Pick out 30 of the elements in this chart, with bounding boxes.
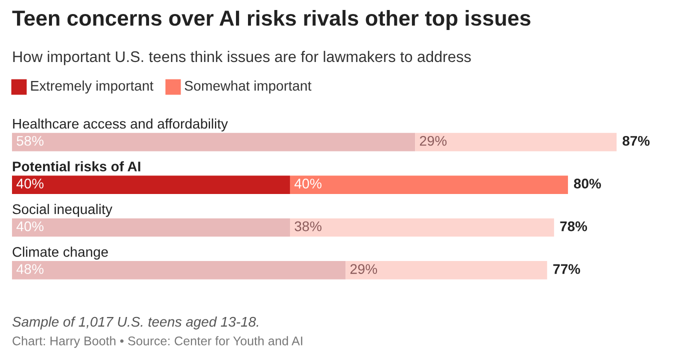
legend-label: Extremely important — [31, 80, 154, 94]
y-tick-label: Climate change — [12, 246, 108, 260]
text: Chart: Harry Booth • Source: Center for Youth and AI — [12, 336, 302, 348]
total-label: 77% — [553, 264, 580, 274]
data-label: 58% — [16, 136, 44, 146]
data-label: 38% — [294, 221, 322, 232]
data-label: 40% — [16, 178, 44, 188]
chart-subtitle: How important U.S. teens think issues are for lawmakers to address — [13, 50, 471, 66]
bar — [415, 132, 617, 152]
bar — [12, 176, 290, 194]
bar — [290, 218, 554, 237]
bar — [12, 261, 346, 280]
data-label: 29% — [420, 136, 447, 146]
y-tick-label: Potential risks of AI — [12, 161, 140, 172]
bar — [290, 176, 568, 194]
text: Sample of 1,017 U.S. teens aged 13-18. — [12, 316, 258, 330]
data-label: 40% — [294, 178, 322, 188]
data-label: 40% — [16, 221, 44, 232]
legend-label: Somewhat important — [184, 80, 312, 94]
total-label: 80% — [574, 178, 601, 188]
total-label: 87% — [622, 136, 650, 146]
chart-title: Teen concerns over AI risks rivals other top issues — [12, 10, 530, 30]
y-tick-label: Social inequality — [12, 204, 112, 217]
bar — [346, 261, 548, 280]
data-label: 48% — [16, 264, 44, 274]
data-label: 29% — [350, 264, 378, 274]
y-tick-label: Healthcare access and affordability — [13, 118, 228, 132]
total-label: 78% — [560, 221, 588, 232]
bar — [12, 132, 416, 152]
bar — [12, 218, 290, 237]
